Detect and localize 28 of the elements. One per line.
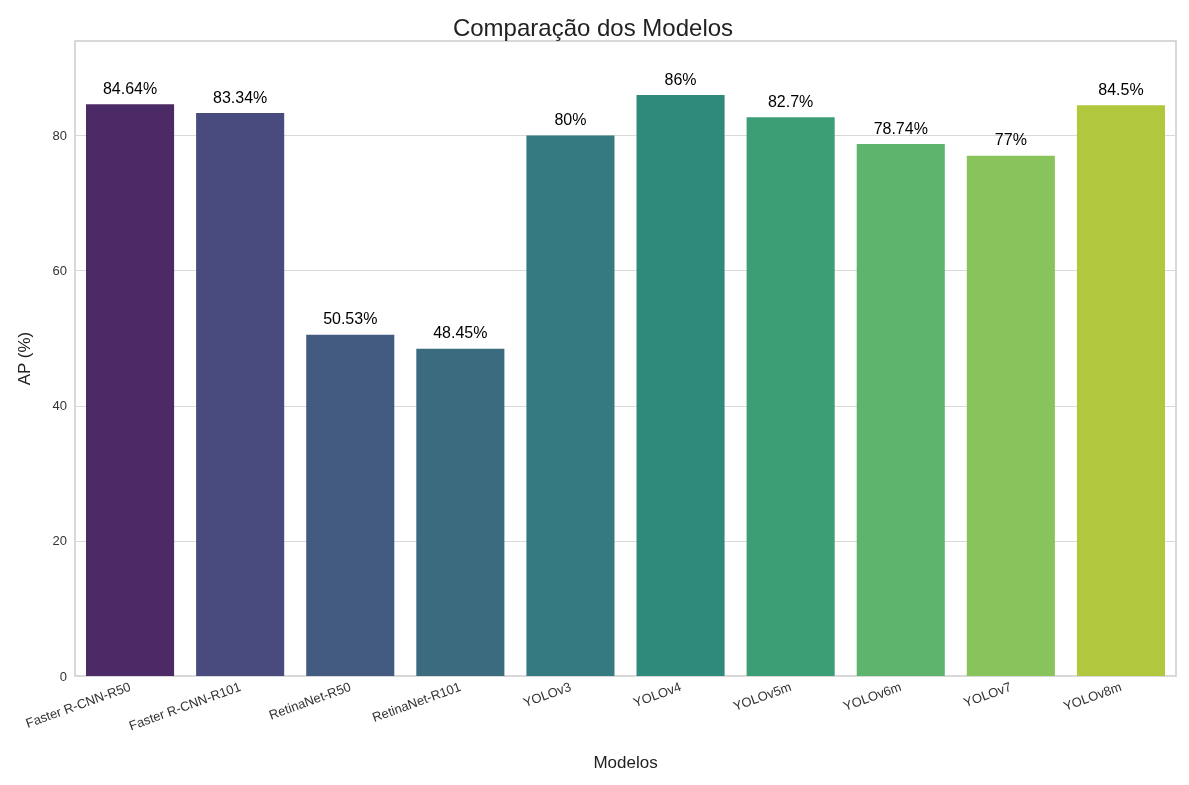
bar [636, 95, 725, 676]
bar [196, 113, 285, 676]
bar [1076, 105, 1165, 676]
y-tick-label: 80 [52, 128, 67, 144]
y-tick-label: 40 [52, 398, 67, 414]
data-label: 77% [994, 131, 1027, 149]
data-label: 86% [664, 70, 697, 88]
bar [416, 348, 505, 676]
data-label: 82.7% [767, 92, 814, 110]
bar [856, 144, 945, 676]
data-label: 78.74% [873, 119, 928, 137]
data-label: 83.34% [213, 88, 268, 106]
y-tick-label: 0 [59, 668, 67, 684]
data-label: 80% [554, 111, 587, 129]
bar [746, 117, 835, 676]
bar [526, 135, 615, 676]
bar [86, 104, 175, 676]
data-label: 84.5% [1098, 80, 1144, 98]
chart-title: Comparação dos Modelos [452, 13, 734, 41]
y-tick-label: 20 [52, 533, 67, 549]
y-axis-title: AP (%) [15, 331, 34, 386]
bar [306, 334, 395, 676]
data-label: 50.53% [323, 310, 378, 328]
bar [966, 155, 1055, 676]
x-axis-title: Modelos [593, 753, 658, 772]
y-tick-label: 60 [52, 263, 67, 279]
data-label: 48.45% [433, 324, 488, 342]
data-label: 84.64% [102, 79, 158, 97]
